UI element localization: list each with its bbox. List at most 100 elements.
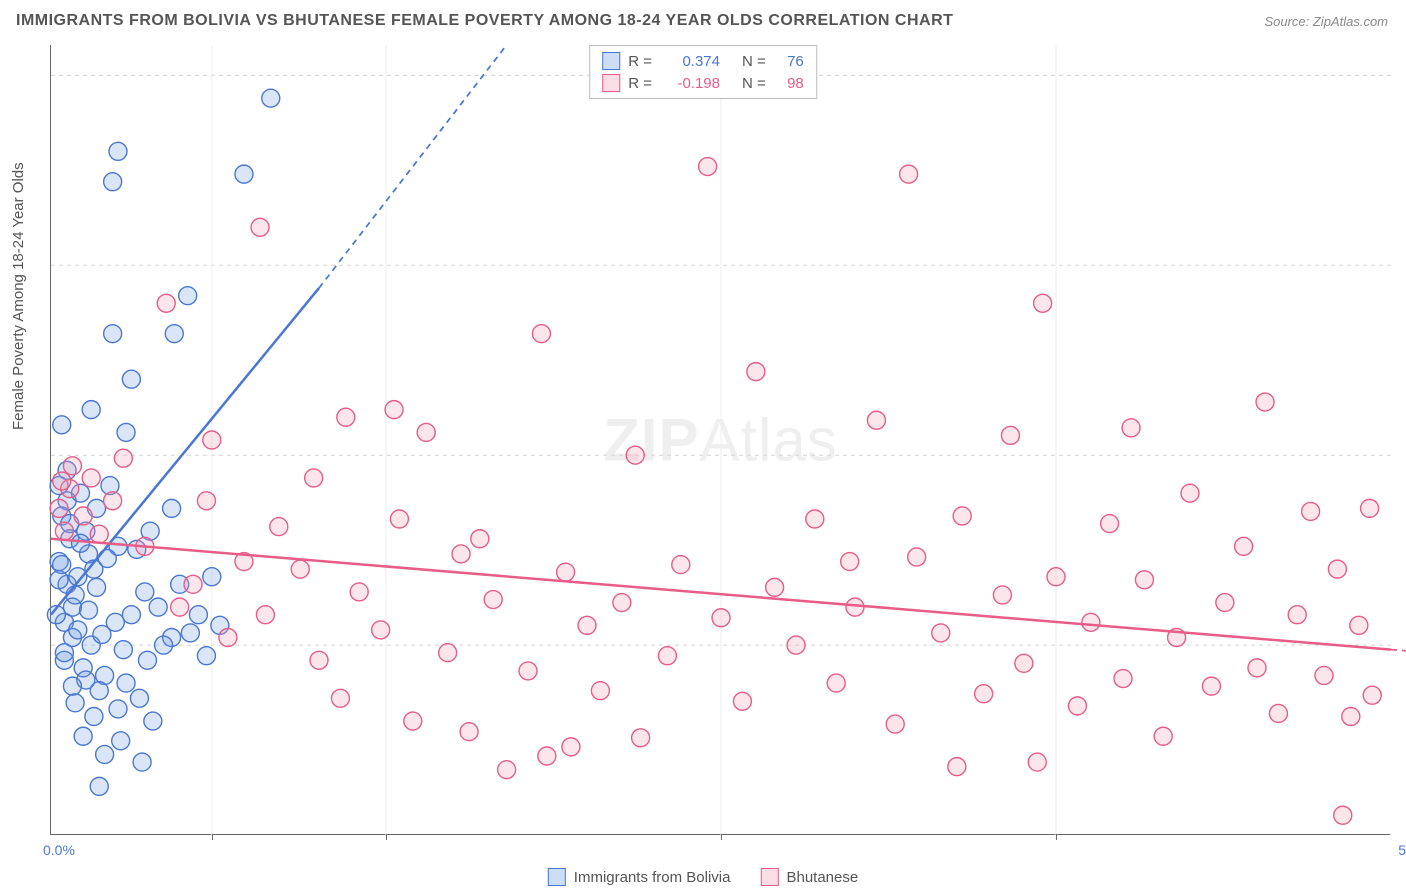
scatter-point [189, 606, 207, 624]
chart-title: IMMIGRANTS FROM BOLIVIA VS BHUTANESE FEM… [16, 12, 953, 30]
scatter-point [591, 682, 609, 700]
regression-line-extrapolated [319, 45, 507, 288]
scatter-point [519, 662, 537, 680]
scatter-point [699, 158, 717, 176]
scatter-point [1315, 666, 1333, 684]
scatter-point [136, 583, 154, 601]
legend-series-item: Bhutanese [760, 868, 858, 886]
scatter-point [975, 685, 993, 703]
scatter-point [256, 606, 274, 624]
scatter-point [1181, 484, 1199, 502]
scatter-point [74, 727, 92, 745]
scatter-point [184, 575, 202, 593]
scatter-point [766, 578, 784, 596]
scatter-point [138, 651, 156, 669]
scatter-point [908, 548, 926, 566]
scatter-point [133, 753, 151, 771]
scatter-point [74, 507, 92, 525]
scatter-point [886, 715, 904, 733]
scatter-point [122, 606, 140, 624]
scatter-point [787, 636, 805, 654]
scatter-point [867, 411, 885, 429]
legend-series-label: Bhutanese [786, 869, 858, 886]
scatter-point [350, 583, 368, 601]
scatter-point [53, 416, 71, 434]
legend-swatch [760, 868, 778, 886]
scatter-point [179, 287, 197, 305]
scatter-point [1135, 571, 1153, 589]
scatter-point [1034, 294, 1052, 312]
legend-n-label: N = [742, 53, 766, 70]
scatter-point [1114, 670, 1132, 688]
scatter-point [1202, 677, 1220, 695]
scatter-point [181, 624, 199, 642]
scatter-point [1361, 499, 1379, 517]
scatter-point [90, 525, 108, 543]
scatter-point [165, 325, 183, 343]
scatter-point [109, 700, 127, 718]
scatter-point [66, 694, 84, 712]
scatter-point [1350, 616, 1368, 634]
scatter-point [404, 712, 422, 730]
scatter-point [1328, 560, 1346, 578]
chart-container: IMMIGRANTS FROM BOLIVIA VS BHUTANESE FEM… [0, 0, 1406, 892]
scatter-point [1269, 704, 1287, 722]
scatter-point [417, 423, 435, 441]
scatter-point [88, 578, 106, 596]
scatter-point [562, 738, 580, 756]
scatter-point [197, 647, 215, 665]
legend-r-value: -0.198 [660, 75, 720, 92]
plot-area: ZIPAtlas 0.0% 50.0% 12.5%25.0%37.5%50.0% [50, 45, 1390, 835]
scatter-point [171, 598, 189, 616]
scatter-point [203, 431, 221, 449]
scatter-point [372, 621, 390, 639]
x-tick-mark [721, 834, 722, 840]
scatter-point [69, 621, 87, 639]
legend-r-value: 0.374 [660, 53, 720, 70]
scatter-point [112, 732, 130, 750]
scatter-point [270, 518, 288, 536]
scatter-point [93, 625, 111, 643]
legend-correlation-row: R =-0.198N =98 [602, 72, 804, 94]
x-tick-mark [386, 834, 387, 840]
scatter-point [114, 641, 132, 659]
scatter-point [385, 401, 403, 419]
scatter-point [1015, 654, 1033, 672]
scatter-point [53, 472, 71, 490]
scatter-point [109, 142, 127, 160]
scatter-point [1235, 537, 1253, 555]
scatter-point [1154, 727, 1172, 745]
scatter-point [932, 624, 950, 642]
scatter-point [747, 363, 765, 381]
scatter-point [82, 469, 100, 487]
regression-line [51, 288, 319, 615]
legend-r-label: R = [628, 75, 652, 92]
scatter-point [1122, 419, 1140, 437]
legend-swatch [602, 52, 620, 70]
scatter-point [538, 747, 556, 765]
legend-r-label: R = [628, 53, 652, 70]
scatter-point [155, 636, 173, 654]
scatter-point [85, 708, 103, 726]
scatter-point [90, 777, 108, 795]
scatter-point [1256, 393, 1274, 411]
scatter-point [1342, 708, 1360, 726]
scatter-point [439, 644, 457, 662]
scatter-point [1288, 606, 1306, 624]
scatter-point [291, 560, 309, 578]
scatter-point [104, 173, 122, 191]
scatter-point [1047, 568, 1065, 586]
scatter-point [484, 591, 502, 609]
scatter-point [578, 616, 596, 634]
scatter-point [806, 510, 824, 528]
scatter-point [1302, 502, 1320, 520]
scatter-point [658, 647, 676, 665]
scatter-point [163, 499, 181, 517]
scatter-point [498, 761, 516, 779]
scatter-point [632, 729, 650, 747]
scatter-point [532, 325, 550, 343]
scatter-point [331, 689, 349, 707]
scatter-point [460, 723, 478, 741]
scatter-point [63, 677, 81, 695]
legend-series-item: Immigrants from Bolivia [548, 868, 731, 886]
